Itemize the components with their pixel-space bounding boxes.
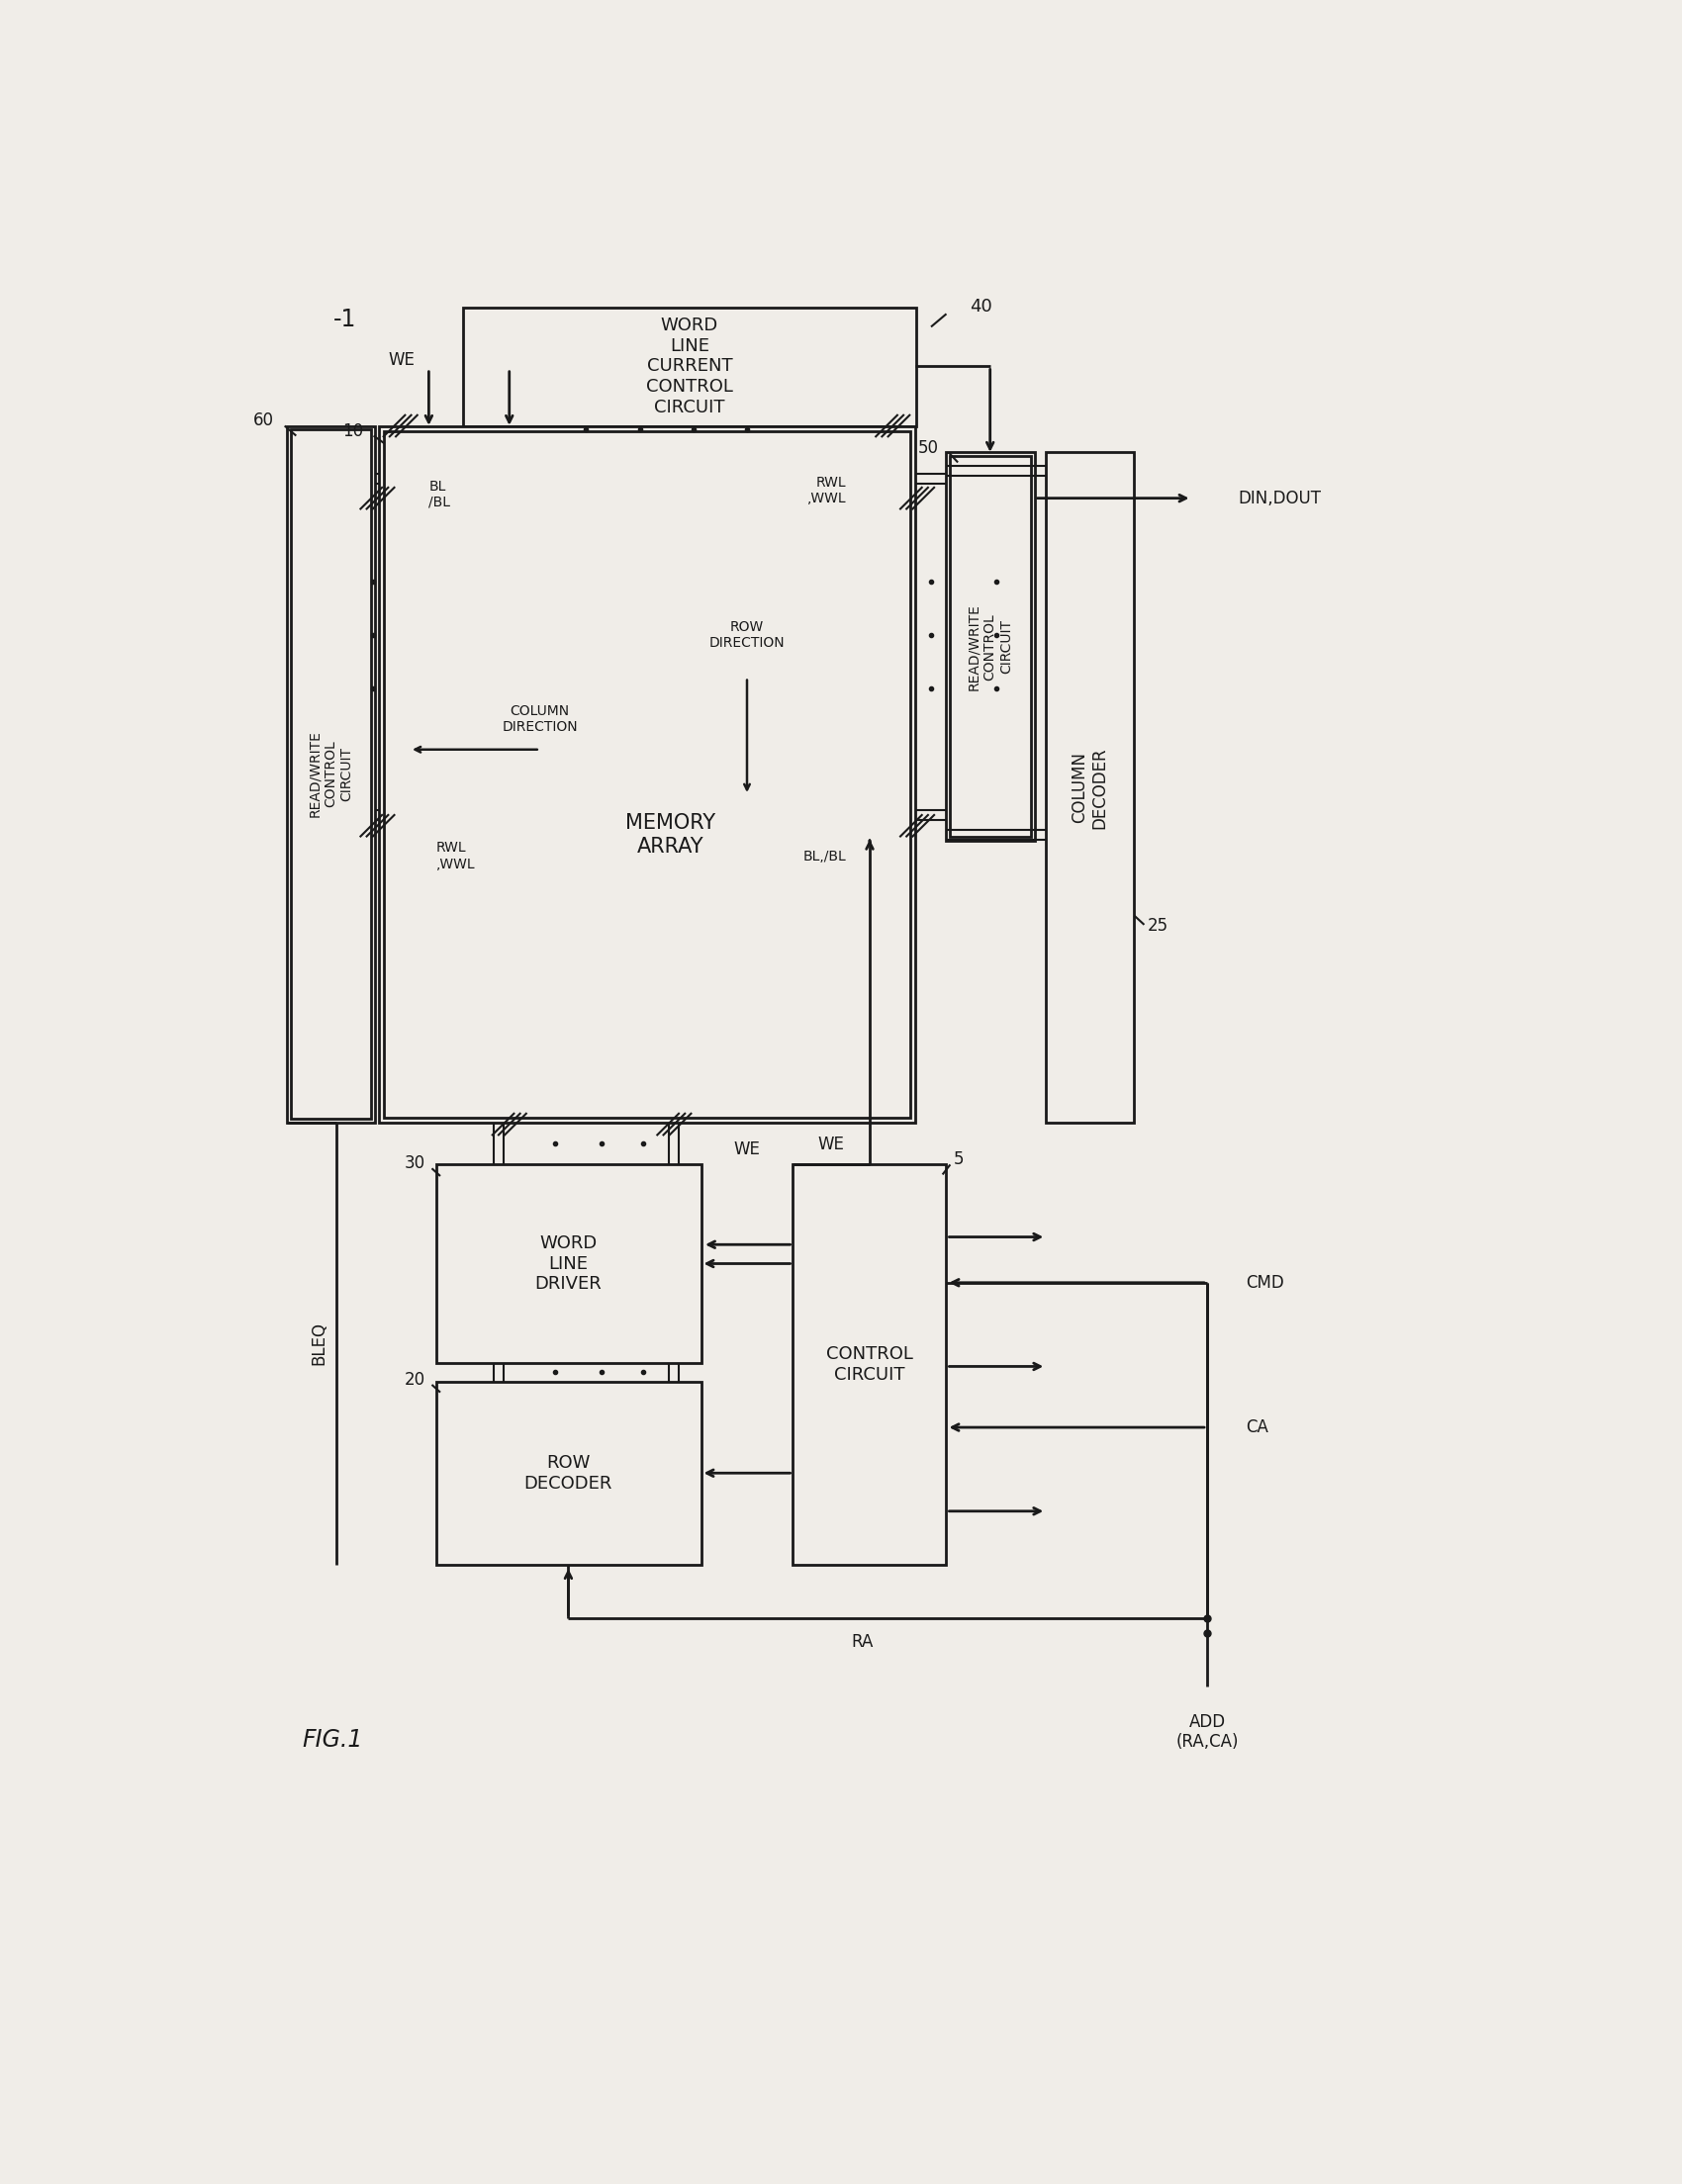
Bar — [950, 456, 1031, 836]
Bar — [792, 1164, 947, 1564]
Text: RWL
,WWL: RWL ,WWL — [436, 841, 476, 871]
Bar — [378, 426, 915, 1123]
Text: BLEQ: BLEQ — [309, 1321, 328, 1365]
Text: 50: 50 — [918, 439, 939, 456]
Text: 60: 60 — [252, 411, 274, 430]
Bar — [436, 1164, 701, 1363]
Text: 20: 20 — [404, 1372, 426, 1389]
Text: READ/WRITE
CONTROL
CIRCUIT: READ/WRITE CONTROL CIRCUIT — [308, 729, 353, 817]
Bar — [436, 1382, 701, 1564]
Text: ROW
DECODER: ROW DECODER — [525, 1455, 612, 1492]
Text: DIN,DOUT: DIN,DOUT — [1238, 489, 1320, 507]
Text: RA: RA — [851, 1634, 873, 1651]
Text: COLUMN
DIRECTION: COLUMN DIRECTION — [501, 703, 579, 734]
Text: WE: WE — [389, 352, 415, 369]
Text: WE: WE — [817, 1136, 844, 1153]
Text: 10: 10 — [343, 422, 363, 439]
Text: 40: 40 — [969, 297, 992, 314]
Text: ROW
DIRECTION: ROW DIRECTION — [710, 620, 785, 651]
Text: CONTROL
CIRCUIT: CONTROL CIRCUIT — [826, 1345, 913, 1382]
Text: COLUMN
DECODER: COLUMN DECODER — [1070, 747, 1108, 828]
Text: 30: 30 — [404, 1153, 426, 1173]
Bar — [383, 430, 910, 1118]
Text: WORD
LINE
DRIVER: WORD LINE DRIVER — [535, 1234, 602, 1293]
Text: BL
/BL: BL /BL — [429, 480, 451, 509]
Text: -1: -1 — [333, 308, 357, 332]
Text: WORD
LINE
CURRENT
CONTROL
CIRCUIT: WORD LINE CURRENT CONTROL CIRCUIT — [646, 317, 733, 417]
Text: MEMORY
ARRAY: MEMORY ARRAY — [626, 812, 715, 856]
Text: READ/WRITE
CONTROL
CIRCUIT: READ/WRITE CONTROL CIRCUIT — [967, 603, 1013, 690]
Bar — [947, 452, 1034, 841]
Text: CMD: CMD — [1245, 1273, 1283, 1291]
Text: BL,/BL: BL,/BL — [804, 850, 846, 863]
Text: ADD
(RA,CA): ADD (RA,CA) — [1176, 1712, 1238, 1752]
Text: WE: WE — [733, 1140, 760, 1158]
Bar — [1046, 452, 1134, 1123]
Bar — [291, 430, 372, 1118]
Text: FIG.1: FIG.1 — [303, 1728, 363, 1752]
Bar — [463, 308, 915, 426]
Bar — [288, 426, 375, 1123]
Text: 25: 25 — [1147, 917, 1169, 935]
Text: CA: CA — [1245, 1417, 1268, 1437]
Text: 5: 5 — [954, 1151, 964, 1168]
Text: RWL
,WWL: RWL ,WWL — [807, 476, 846, 505]
